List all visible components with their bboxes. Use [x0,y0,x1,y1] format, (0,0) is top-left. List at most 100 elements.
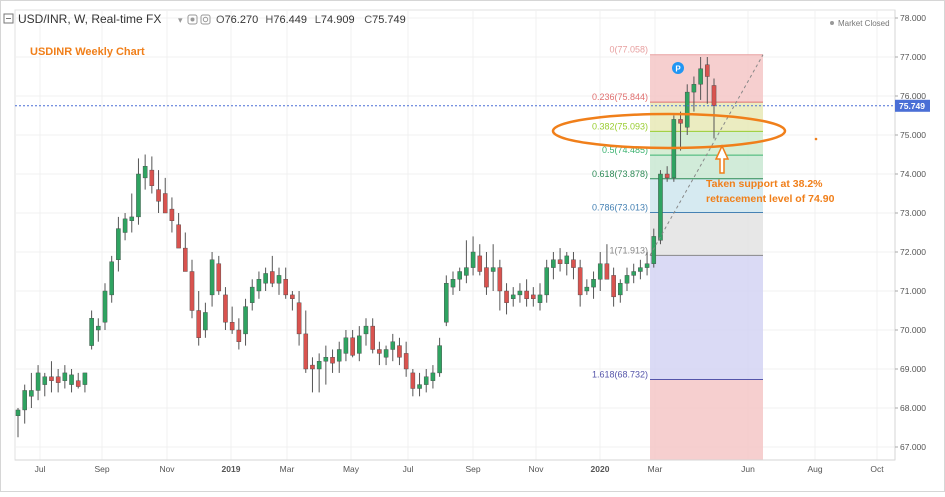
candle[interactable] [243,306,248,335]
candle[interactable] [618,283,623,296]
candle[interactable] [169,208,175,222]
candle[interactable] [89,318,94,346]
candle[interactable] [316,361,322,370]
candle[interactable] [183,247,188,272]
candle[interactable] [551,259,556,268]
candle[interactable] [383,349,389,358]
candle[interactable] [477,255,483,272]
candle[interactable] [296,302,302,335]
candle[interactable] [176,224,181,249]
candle[interactable] [55,376,61,383]
fib-trend-line[interactable] [649,54,764,256]
candle[interactable] [290,294,295,299]
candle[interactable] [705,64,710,77]
candle[interactable] [464,267,469,276]
candle[interactable] [62,372,68,381]
candle[interactable] [417,384,422,389]
candle[interactable] [571,259,576,268]
candle[interactable] [276,275,282,284]
candle[interactable] [524,290,529,300]
candle[interactable] [129,216,135,221]
candle[interactable] [577,267,583,296]
candle[interactable] [564,255,570,264]
candle[interactable] [196,310,201,338]
candle[interactable] [216,263,222,292]
candle[interactable] [15,409,21,417]
candle[interactable] [229,322,235,331]
candle[interactable] [658,173,663,241]
symbol-label[interactable]: USD/INR, W, Real-time FX [18,12,161,26]
candle[interactable] [357,335,362,354]
candle[interactable] [370,325,375,350]
candle[interactable] [437,345,442,374]
candle[interactable] [537,294,543,303]
candle[interactable] [209,259,215,296]
candle[interactable] [544,267,549,296]
pivot-badge[interactable] [672,62,684,74]
candle[interactable] [142,165,148,179]
candle[interactable] [256,279,262,292]
candle[interactable] [490,267,496,272]
candle[interactable] [343,337,349,354]
candle[interactable] [102,290,108,323]
candle[interactable] [591,279,596,288]
candle[interactable] [510,294,516,299]
candle[interactable] [698,68,703,85]
candle[interactable] [403,353,409,370]
candle[interactable] [236,329,242,342]
candle[interactable] [249,286,255,303]
candle[interactable] [557,259,563,264]
candle[interactable] [116,228,121,261]
candle[interactable] [96,325,101,331]
candle[interactable] [330,357,335,364]
candle[interactable] [604,263,610,280]
y-axis[interactable]: 67.000 68.000 69.000 70.000 71.000 72.000 73.0… [894,10,930,460]
candle[interactable] [531,294,536,299]
candle[interactable] [162,193,168,214]
candle[interactable] [149,169,155,186]
candle[interactable] [323,357,329,362]
candle[interactable] [584,286,590,292]
candle[interactable] [263,273,268,284]
candle[interactable] [350,337,355,356]
candle[interactable] [336,349,342,362]
candle[interactable] [484,267,489,288]
candle[interactable] [497,267,503,292]
candle[interactable] [310,364,315,370]
candle[interactable] [504,290,509,303]
candle[interactable] [82,372,88,385]
chevron-down-icon[interactable]: ▾ [178,15,183,25]
eye-icon[interactable] [187,14,198,25]
candle[interactable] [377,349,382,354]
candle[interactable] [109,261,114,296]
candle[interactable] [270,271,275,284]
candle[interactable] [664,173,670,179]
candle[interactable] [136,173,141,218]
candle[interactable] [711,85,717,106]
candle[interactable] [638,267,643,272]
candle[interactable] [444,283,449,323]
candle[interactable] [22,390,27,411]
candle[interactable] [611,275,616,298]
candle[interactable] [42,376,48,385]
candle[interactable] [624,275,630,284]
candle[interactable] [203,312,208,331]
candle[interactable] [691,84,697,93]
candle[interactable] [390,341,396,350]
candle[interactable] [631,271,636,276]
candle[interactable] [423,376,429,385]
candle[interactable] [189,271,195,311]
candle[interactable] [597,263,603,280]
candle[interactable] [122,218,128,233]
candle[interactable] [430,372,436,381]
candle[interactable] [69,374,74,385]
candle[interactable] [651,236,657,264]
candle[interactable] [470,251,476,268]
candle[interactable] [223,294,228,323]
x-axis[interactable]: Jul Sep Nov 2019 Mar May Jul Sep Nov 2020 Mar Jun Au… [15,459,895,474]
candle[interactable] [283,279,288,296]
candle[interactable] [410,372,416,389]
candle[interactable] [450,279,456,288]
candle[interactable] [457,271,462,280]
candle[interactable] [29,390,34,397]
